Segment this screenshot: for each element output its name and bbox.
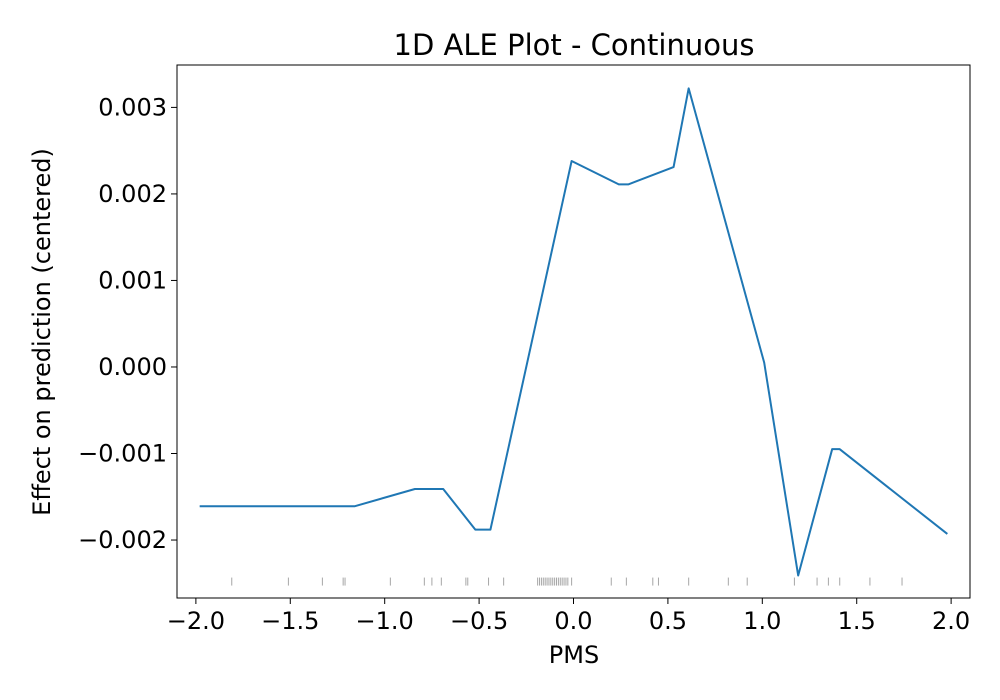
x-axis-label: PMS	[549, 641, 599, 669]
y-axis-label: Effect on prediction (centered)	[28, 148, 56, 516]
x-tick-label: −1.5	[261, 607, 319, 635]
y-tick-label: 0.002	[98, 180, 167, 208]
x-tick-label: 0.0	[554, 607, 592, 635]
x-tick-label: −0.5	[450, 607, 508, 635]
y-tick-label: 0.000	[98, 353, 167, 381]
x-tick-label: 1.0	[743, 607, 781, 635]
chart-title: 1D ALE Plot - Continuous	[394, 28, 755, 62]
y-tick-label: −0.001	[78, 440, 167, 468]
x-tick-label: 0.5	[649, 607, 687, 635]
y-tick-label: 0.001	[98, 266, 167, 294]
x-tick-label: −2.0	[167, 607, 225, 635]
x-tick-label: 2.0	[932, 607, 970, 635]
x-tick-label: 1.5	[838, 607, 876, 635]
y-tick-label: −0.002	[78, 526, 167, 554]
series-line	[199, 87, 948, 577]
plot-area: −2.0 −1.5 −1.0 −0.5 0.0 0.5 1.0 1.5 2.0 −0.002 −0.…	[78, 64, 971, 635]
x-tick-label: −1.0	[356, 607, 414, 635]
y-tick-label: 0.003	[98, 93, 167, 121]
plot-frame	[176, 64, 971, 599]
